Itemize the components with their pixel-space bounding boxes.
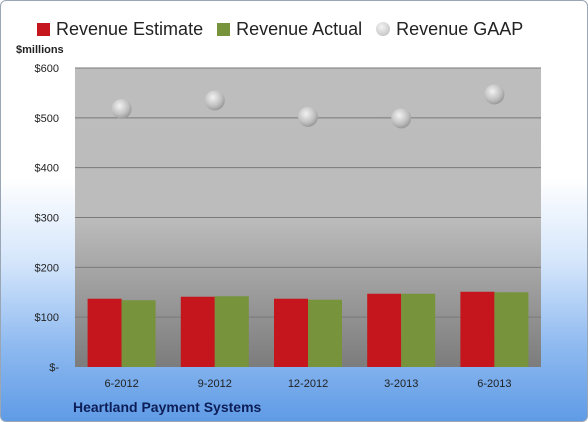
- legend-item-gaap: Revenue GAAP: [376, 19, 523, 40]
- x-tick-label: 9-2012: [198, 378, 232, 390]
- bar-revenue-estimate: [460, 291, 495, 367]
- legend-swatch-estimate: [37, 22, 50, 36]
- x-tick-label: 12-2012: [288, 378, 328, 390]
- y-tick-label: $400: [35, 163, 59, 175]
- legend-label-actual: Revenue Actual: [236, 18, 363, 39]
- bar-revenue-actual: [308, 299, 342, 367]
- x-tick-label: 3-2013: [384, 378, 418, 390]
- marker-revenue-gaap: [111, 98, 132, 119]
- y-tick-label: $200: [35, 262, 59, 274]
- company-name: Heartland Payment Systems: [73, 399, 262, 415]
- legend-item-actual: Revenue Actual: [217, 19, 362, 40]
- marker-revenue-gaap: [204, 90, 225, 111]
- bar-revenue-estimate: [274, 298, 308, 367]
- y-tick-label: $300: [35, 213, 59, 225]
- legend-label-gaap: Revenue GAAP: [396, 18, 524, 39]
- y-tick-label: $600: [35, 63, 59, 75]
- legend: Revenue Estimate Revenue Actual Revenue …: [37, 17, 537, 41]
- x-tick-label: 6-2012: [104, 378, 138, 390]
- x-tick-label: 6-2013: [477, 378, 511, 390]
- marker-revenue-gaap: [484, 84, 505, 105]
- marker-revenue-gaap: [391, 108, 412, 129]
- bar-revenue-actual: [121, 300, 156, 367]
- marker-revenue-gaap: [298, 106, 318, 127]
- legend-swatch-actual: [217, 22, 231, 36]
- bar-revenue-estimate: [87, 298, 122, 367]
- bar-revenue-estimate: [180, 296, 215, 367]
- legend-item-estimate: Revenue Estimate: [37, 19, 203, 40]
- legend-swatch-gaap: [376, 22, 391, 36]
- y-tick-label: $500: [35, 113, 59, 125]
- y-tick-label: $-: [49, 362, 59, 374]
- y-axis-unit-label: $millions: [16, 44, 64, 56]
- bar-revenue-estimate: [367, 293, 402, 367]
- y-tick-label: $100: [35, 312, 59, 324]
- bar-revenue-actual: [494, 292, 529, 367]
- bar-revenue-actual: [401, 293, 436, 367]
- bar-revenue-actual: [214, 296, 249, 367]
- legend-label-estimate: Revenue Estimate: [56, 18, 204, 39]
